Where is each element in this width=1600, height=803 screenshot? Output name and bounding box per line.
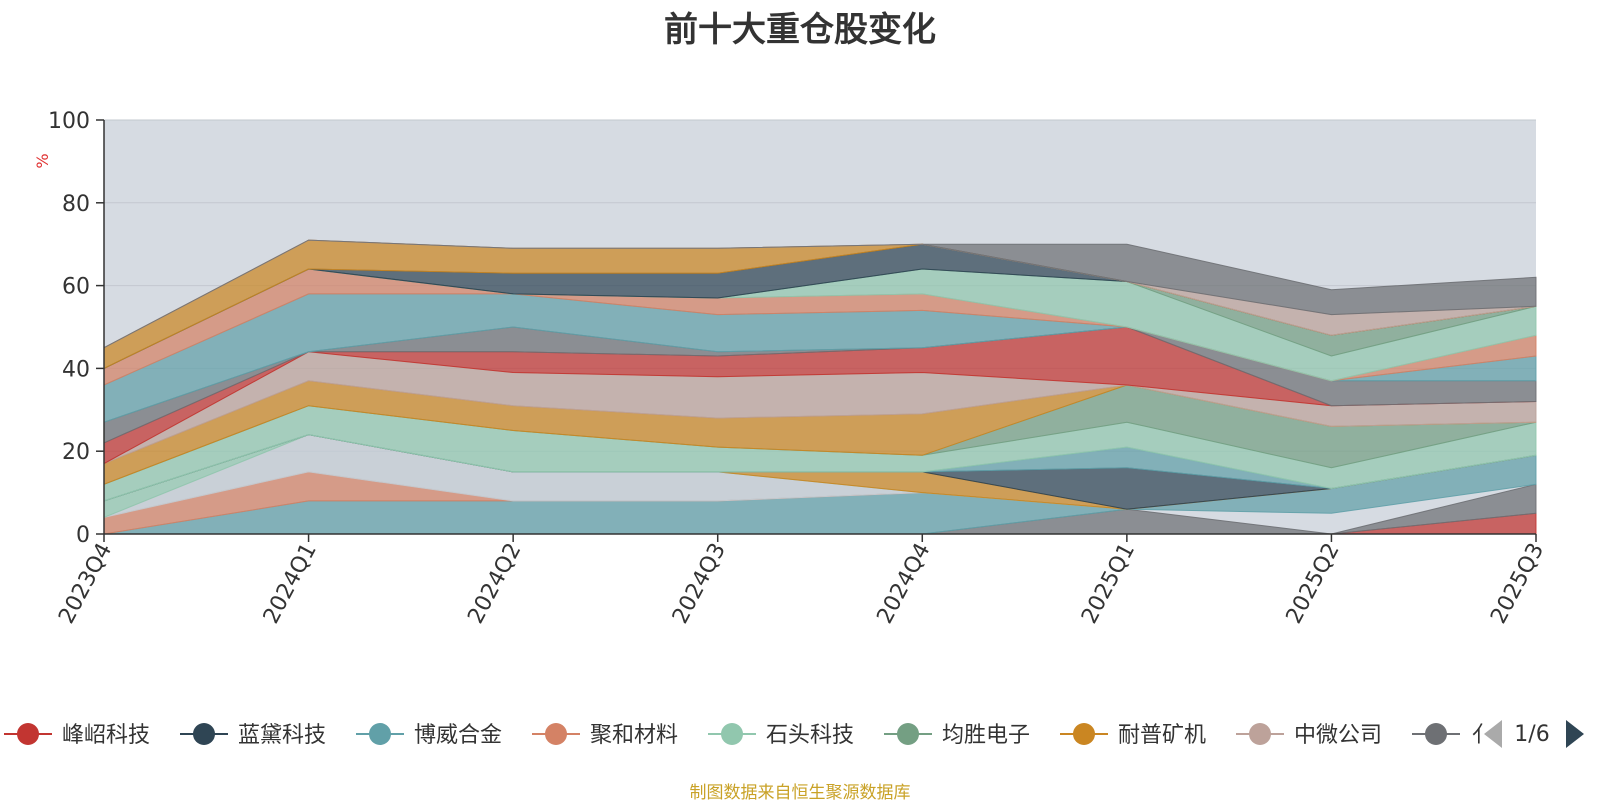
legend-label-truncated: 亻 [1472,723,1494,748]
legend-item[interactable]: 耐普矿机 [1060,723,1206,748]
legend-marker [193,723,215,745]
legend-item[interactable]: 蓝黛科技 [180,723,326,748]
area-layers [103,239,1537,535]
legend-label: 聚和材料 [590,723,678,748]
legend-item[interactable]: 石头科技 [708,723,854,748]
legend-label: 博威合金 [414,723,502,748]
legend-item[interactable]: 中微公司 [1236,723,1382,748]
legend-item[interactable]: 均胜电子 [884,723,1030,748]
legend-label: 中微公司 [1294,723,1382,748]
legend-label: 均胜电子 [942,723,1030,748]
legend-marker [897,723,919,745]
legend-label: 蓝黛科技 [238,723,326,748]
triangle-left-icon[interactable] [1484,720,1502,748]
y-tick-label: 60 [62,275,90,300]
x-tick-label: 2024Q2 [463,539,526,628]
x-tick-label: 2023Q4 [54,539,117,628]
legend: 峰岹科技 蓝黛科技 博威合金 聚和材料 石头科技 均胜电子 耐普矿机 中微公司 亻 1/6 [4,720,1584,748]
y-axis-label: % [33,153,52,168]
legend-marker [721,723,743,745]
legend-marker [369,723,391,745]
y-tick-label: 40 [62,357,90,382]
legend-marker [17,723,39,745]
legend-marker [1073,723,1095,745]
legend-item[interactable]: 亻 [1412,723,1494,748]
legend-item[interactable]: 峰岹科技 [4,723,150,748]
legend-marker [1425,723,1447,745]
area-layer [103,239,1537,349]
y-tick-label: 100 [48,109,90,134]
legend-marker [545,723,567,745]
legend-label: 耐普矿机 [1118,723,1206,748]
legend-label: 石头科技 [766,723,854,748]
y-tick-label: 80 [62,192,90,217]
x-tick-label: 2025Q2 [1282,539,1345,628]
source-note: 制图数据来自恒生聚源数据库 [689,783,911,803]
y-tick-label: 0 [76,523,90,548]
x-tick-label: 2025Q1 [1077,539,1140,628]
triangle-right-icon[interactable] [1566,720,1584,748]
legend-marker [1249,723,1271,745]
legend-item[interactable]: 博威合金 [356,723,502,748]
y-tick-label: 20 [62,440,90,465]
legend-page-indicator: 1/6 [1514,722,1549,747]
legend-label: 峰岹科技 [62,723,150,748]
legend-item[interactable]: 聚和材料 [532,723,678,748]
chart-title: 前十大重仓股变化 [664,10,936,50]
x-tick-label: 2024Q1 [259,539,322,628]
x-tick-label: 2025Q3 [1486,539,1549,628]
x-tick-label: 2024Q4 [873,539,936,628]
x-tick-label: 2024Q3 [668,539,731,628]
